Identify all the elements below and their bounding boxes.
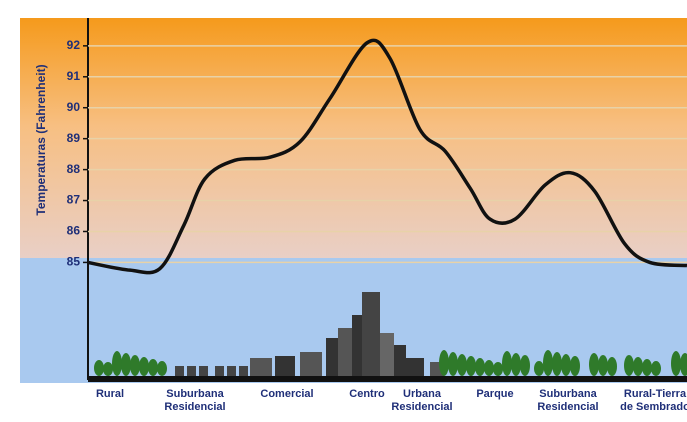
y-tick-label: 88 — [67, 162, 81, 176]
y-tick-label: 86 — [67, 224, 81, 238]
city-skyline — [250, 292, 444, 378]
category-label: Suburbana Residencial — [164, 388, 226, 413]
category-label: Parque — [476, 388, 514, 400]
category-label: Centro — [349, 388, 385, 400]
trees — [94, 350, 687, 376]
y-tick-label: 89 — [67, 131, 81, 145]
category-label: Urbana Residencial — [391, 388, 453, 413]
y-tick-label: 92 — [67, 38, 81, 52]
temperature-line — [87, 38, 687, 275]
ground — [88, 376, 687, 382]
y-tick-label: 87 — [67, 193, 81, 207]
category-label: Rural-Tierra de Sembrado — [620, 388, 687, 413]
y-axis-label: Temperaturas (Fahrenheit) — [34, 64, 48, 215]
category-label: Rural — [95, 388, 125, 400]
y-tick-label: 91 — [67, 69, 81, 83]
y-tick-label: 90 — [67, 100, 81, 114]
y-tick-label: 85 — [67, 255, 81, 269]
category-label: Comercial — [260, 388, 314, 400]
category-label: Suburbana Residencial — [537, 388, 599, 413]
